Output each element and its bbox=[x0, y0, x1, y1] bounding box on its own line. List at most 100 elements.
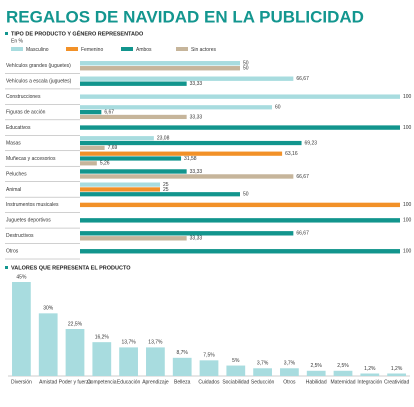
value-label: 63,16 bbox=[285, 151, 298, 157]
x-tick-label: Habilidad bbox=[306, 379, 327, 385]
category-label: Juguetes deportivos bbox=[6, 218, 51, 224]
bar bbox=[80, 145, 105, 150]
bar bbox=[80, 236, 187, 241]
x-tick-label: Belleza bbox=[174, 379, 191, 385]
bullet bbox=[5, 32, 8, 35]
value-label: 3,7% bbox=[284, 361, 296, 367]
value-label: 31,58 bbox=[184, 156, 197, 162]
x-tick-label: Competencia bbox=[87, 379, 117, 385]
category-label: Destructivos bbox=[6, 233, 34, 239]
x-tick-label: Otros bbox=[283, 379, 296, 385]
bar bbox=[80, 151, 283, 156]
value-label: 100 bbox=[403, 94, 412, 100]
value-label: 33,33 bbox=[190, 81, 203, 87]
legend-label: Masculino bbox=[26, 47, 49, 53]
bar bbox=[80, 66, 240, 71]
x-tick-label: Diversión bbox=[11, 379, 32, 385]
legend-label: Femenino bbox=[81, 47, 103, 53]
x-tick-label: Educación bbox=[117, 379, 141, 385]
bar bbox=[80, 156, 182, 161]
category-label: Peluches bbox=[6, 171, 27, 177]
bar bbox=[38, 313, 58, 376]
legend-label: Ambos bbox=[136, 47, 152, 53]
bar bbox=[80, 110, 102, 115]
value-label: 100 bbox=[403, 218, 412, 224]
category-label: Figuras de acción bbox=[6, 109, 46, 115]
value-label: 7,69 bbox=[108, 145, 118, 151]
x-tick-label: Integración bbox=[357, 379, 382, 385]
bar bbox=[199, 360, 219, 376]
bar bbox=[80, 169, 187, 174]
bar bbox=[80, 76, 294, 81]
x-tick-label: Amistad bbox=[39, 379, 57, 385]
bar bbox=[80, 61, 240, 66]
legend-label: Sin actores bbox=[191, 47, 217, 53]
bar bbox=[80, 105, 272, 110]
value-label: 30% bbox=[43, 306, 54, 312]
value-label: 1,2% bbox=[391, 366, 403, 372]
bar bbox=[80, 231, 294, 236]
category-label: Vehículos grandes (juguetes) bbox=[6, 63, 71, 69]
bar bbox=[333, 370, 353, 376]
value-label: 25 bbox=[163, 182, 169, 188]
value-label: 100 bbox=[403, 249, 412, 255]
value-label: 45% bbox=[16, 274, 27, 280]
legend-swatch bbox=[11, 47, 23, 51]
bar bbox=[80, 114, 187, 120]
value-label: 25 bbox=[163, 187, 169, 193]
bar bbox=[80, 202, 400, 208]
value-label: 1,2% bbox=[364, 366, 376, 372]
value-label: 60 bbox=[275, 105, 281, 111]
value-label: 7,5% bbox=[203, 353, 215, 359]
bar bbox=[80, 136, 154, 141]
category-label: Construcciones bbox=[6, 94, 41, 100]
x-tick-label: Poder y fuerza bbox=[59, 379, 92, 385]
category-label: Muñecas y accesorios bbox=[6, 156, 56, 162]
bar bbox=[306, 370, 326, 376]
category-label: Vehículos a escala (juguetes) bbox=[6, 79, 72, 85]
bar bbox=[146, 347, 165, 376]
legend-swatch bbox=[176, 47, 188, 51]
category-label: Otros bbox=[6, 249, 19, 255]
value-label: 23,08 bbox=[157, 136, 170, 142]
chart-title: VALORES QUE REPRESENTA EL PRODUCTO bbox=[11, 265, 131, 271]
category-label: Instrumentos musicales bbox=[6, 202, 59, 208]
page-title: REGALOS DE NAVIDAD EN LA PUBLICIDAD bbox=[6, 7, 364, 26]
legend-swatch bbox=[121, 47, 133, 51]
bar bbox=[80, 182, 160, 187]
value-label: 50 bbox=[243, 192, 249, 198]
value-label: 66,67 bbox=[296, 174, 309, 180]
legend-swatch bbox=[66, 47, 78, 51]
bar bbox=[80, 174, 294, 179]
chart-subtitle: En % bbox=[11, 38, 24, 44]
value-label: 33,33 bbox=[190, 169, 203, 175]
x-tick-label: Creatividad bbox=[384, 379, 410, 385]
value-label: 13,7% bbox=[122, 340, 137, 346]
bullet bbox=[5, 266, 8, 269]
x-tick-label: Sociabilidad bbox=[222, 379, 249, 385]
bar bbox=[253, 368, 272, 376]
value-label: 100 bbox=[403, 202, 412, 208]
value-label: 5,26 bbox=[100, 161, 110, 167]
bar bbox=[80, 249, 400, 254]
value-label: 8,7% bbox=[176, 350, 188, 356]
value-label: 66,67 bbox=[296, 76, 309, 82]
value-label: 50 bbox=[243, 66, 249, 72]
bar bbox=[172, 357, 192, 376]
x-tick-label: Aprendizaje bbox=[142, 379, 169, 385]
bar bbox=[387, 373, 406, 376]
bar bbox=[80, 94, 400, 99]
x-tick-label: Cuidados bbox=[198, 379, 220, 385]
bar bbox=[92, 342, 112, 376]
value-label: 33,33 bbox=[190, 236, 203, 242]
chart-title: TIPO DE PRODUCTO Y GÉNERO REPRESENTADO bbox=[11, 29, 144, 37]
value-label: 13,7% bbox=[148, 340, 163, 346]
bar bbox=[80, 125, 400, 130]
value-label: 69,23 bbox=[305, 140, 318, 146]
value-label: 16,2% bbox=[95, 334, 110, 340]
bar bbox=[12, 282, 31, 376]
value-label: 66,67 bbox=[296, 231, 309, 237]
bar bbox=[80, 140, 302, 146]
value-label: 33,33 bbox=[190, 114, 203, 120]
